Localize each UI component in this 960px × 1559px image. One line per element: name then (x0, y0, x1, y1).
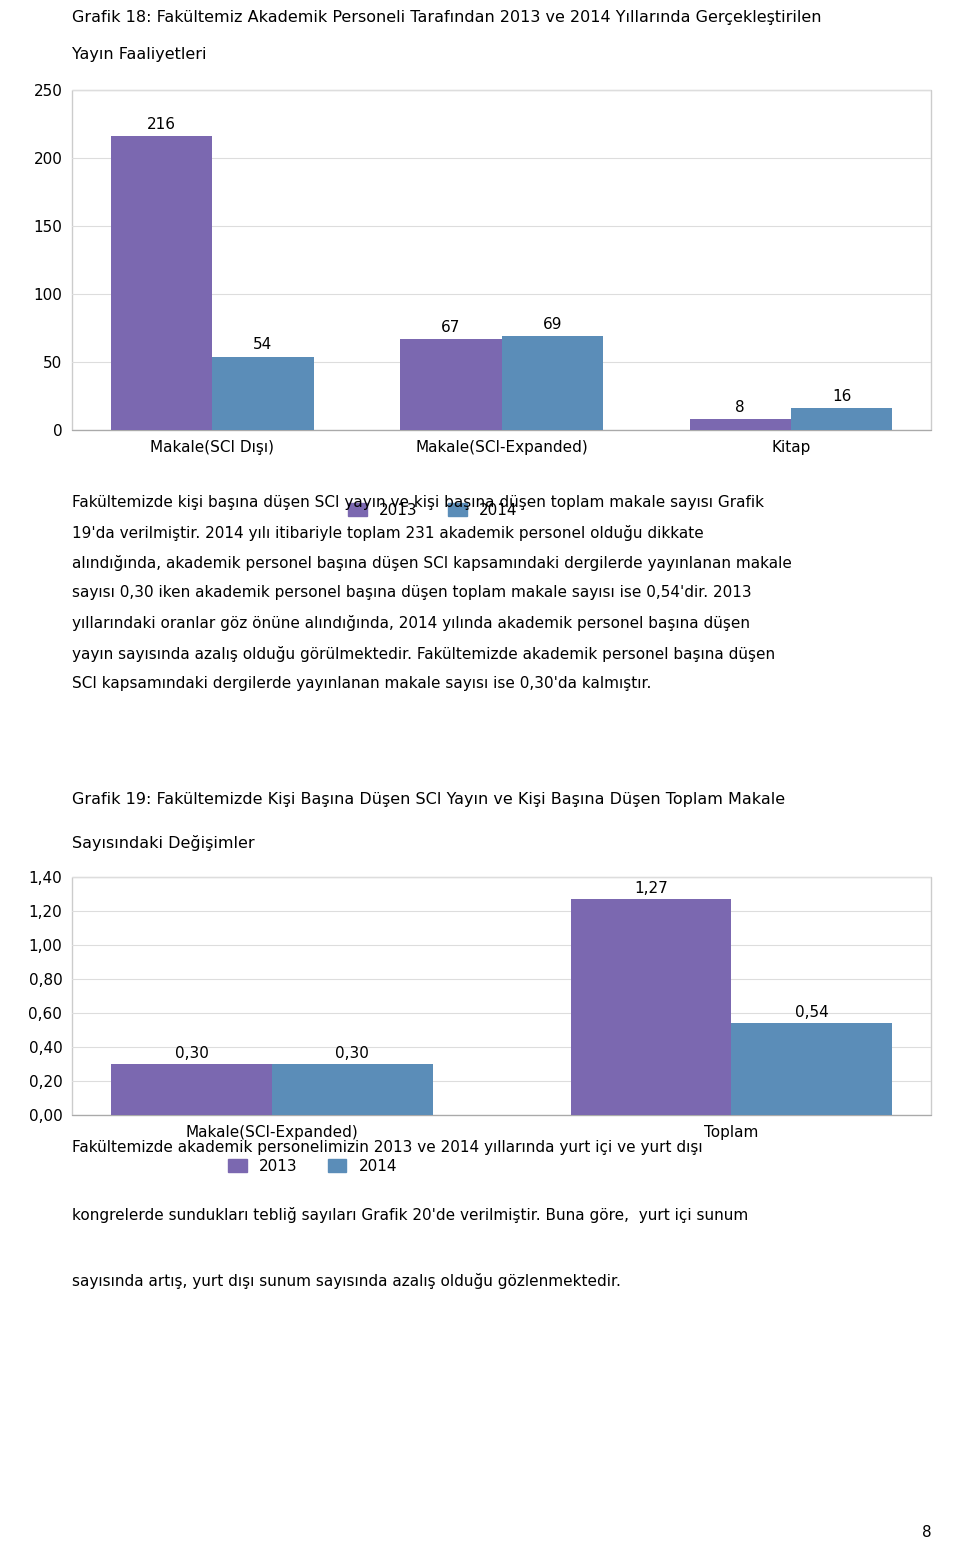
Text: 0,30: 0,30 (175, 1046, 208, 1060)
Text: SCI kapsamındaki dergilerde yayınlanan makale sayısı ise 0,30'da kalmıştır.: SCI kapsamındaki dergilerde yayınlanan m… (72, 675, 652, 691)
Text: 54: 54 (253, 337, 273, 352)
Text: Yayın Faaliyetleri: Yayın Faaliyetleri (72, 47, 206, 62)
Bar (212, 357, 314, 430)
Text: 216: 216 (147, 117, 177, 133)
Text: 1,27: 1,27 (634, 881, 668, 896)
Text: Fakültemizde akademik personelimizin 2013 ve 2014 yıllarında yurt içi ve yurt dı: Fakültemizde akademik personelimizin 201… (72, 1140, 703, 1155)
Text: sayısı 0,30 iken akademik personel başına düşen toplam makale sayısı ise 0,54'di: sayısı 0,30 iken akademik personel başın… (72, 585, 752, 600)
Bar (732, 1023, 892, 1115)
Bar (791, 408, 892, 430)
Text: 8: 8 (922, 1525, 931, 1540)
Bar (72, 878, 931, 1115)
Bar (72, 90, 931, 430)
Text: Grafik 19: Fakültemizde Kişi Başına Düşen SCI Yayın ve Kişi Başına Düşen Toplam : Grafik 19: Fakültemizde Kişi Başına Düşe… (72, 792, 785, 808)
Text: 19'da verilmiştir. 2014 yılı itibariyle toplam 231 akademik personel olduğu dikk: 19'da verilmiştir. 2014 yılı itibariyle … (72, 525, 704, 541)
Bar (689, 419, 791, 430)
Bar (400, 338, 501, 430)
Text: 67: 67 (442, 320, 461, 335)
Text: yayın sayısında azalış olduğu görülmektedir. Fakültemizde akademik personel başı: yayın sayısında azalış olduğu görülmekte… (72, 645, 775, 661)
Text: kongrelerde sundukları tebliğ sayıları Grafik 20'de verilmiştir. Buna göre,  yur: kongrelerde sundukları tebliğ sayıları G… (72, 1207, 748, 1222)
Bar (111, 136, 212, 430)
Text: 8: 8 (735, 401, 745, 415)
Legend: 2013, 2014: 2013, 2014 (228, 1158, 397, 1174)
Bar (570, 900, 732, 1115)
Text: alındığında, akademik personel başına düşen SCI kapsamındaki dergilerde yayınlan: alındığında, akademik personel başına dü… (72, 555, 792, 571)
Bar (111, 1063, 272, 1115)
Text: 0,30: 0,30 (335, 1046, 370, 1060)
Text: yıllarındaki oranlar göz önüne alındığında, 2014 yılında akademik personel başın: yıllarındaki oranlar göz önüne alındığın… (72, 616, 750, 631)
Text: 16: 16 (831, 390, 852, 404)
Text: 0,54: 0,54 (795, 1006, 828, 1020)
Text: Fakültemizde kişi başına düşen SCI yayın ve kişi başına düşen toplam makale sayı: Fakültemizde kişi başına düşen SCI yayın… (72, 496, 764, 510)
Bar (501, 337, 603, 430)
Text: Sayısındaki Değişimler: Sayısındaki Değişimler (72, 836, 254, 851)
Text: 69: 69 (542, 316, 562, 332)
Text: Grafik 18: Fakültemiz Akademik Personeli Tarafından 2013 ve 2014 Yıllarında Gerç: Grafik 18: Fakültemiz Akademik Personeli… (72, 9, 822, 25)
Legend: 2013, 2014: 2013, 2014 (348, 502, 517, 518)
Text: sayısında artış, yurt dışı sunum sayısında azalış olduğu gözlenmektedir.: sayısında artış, yurt dışı sunum sayısın… (72, 1274, 621, 1289)
Bar (272, 1063, 433, 1115)
